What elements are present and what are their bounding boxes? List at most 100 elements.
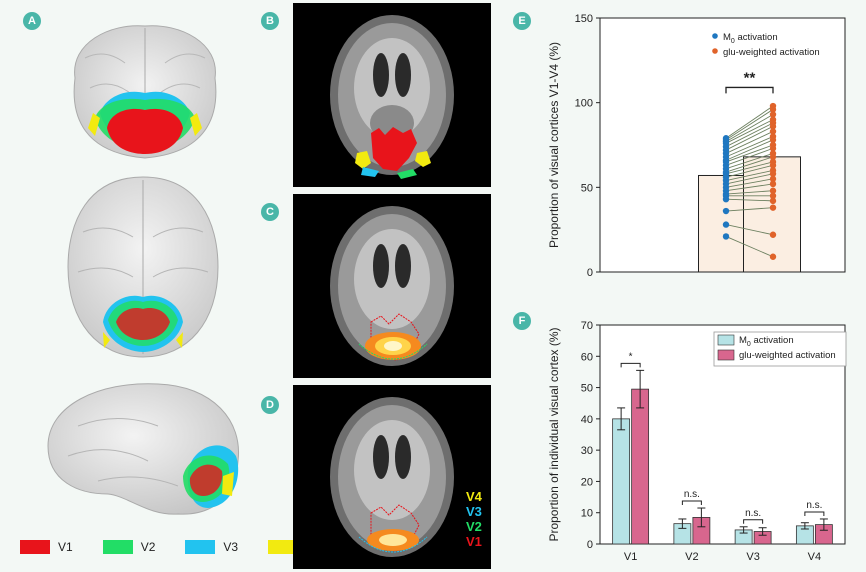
paired-line	[725, 236, 774, 258]
legend-label-1: glu-weighted activation	[723, 47, 820, 58]
legend-label-v2: V2	[140, 540, 156, 554]
paired-line	[725, 183, 774, 192]
point-glu	[769, 180, 777, 188]
point-glu	[769, 136, 777, 144]
significance-label: n.s.	[684, 489, 700, 500]
mri-slice-b	[293, 3, 491, 187]
legend-swatch-v2	[102, 540, 133, 554]
brain-lateral-view	[47, 383, 240, 515]
y-tick-label: 10	[581, 508, 593, 520]
point-glu	[769, 231, 777, 238]
paired-line	[725, 131, 774, 154]
paired-line	[725, 144, 774, 163]
y-tick-label: 50	[581, 182, 593, 194]
significance-label: *	[629, 351, 633, 362]
paired-line	[725, 169, 774, 181]
point-m0	[722, 221, 730, 228]
paired-line	[725, 173, 774, 185]
panel-label-e: E	[513, 12, 531, 30]
y-tick-label: 30	[581, 445, 593, 457]
chart-f-grouped-bar: 0 10 20 30 40 50 60 70 Proportion of individual …	[547, 320, 847, 563]
mri-slice-d	[293, 385, 491, 569]
mri-label-v4: V4	[466, 489, 482, 504]
chart-e-paired-bar: 0 50 100 150 Proportion of visual cortices V…	[547, 13, 846, 279]
y-tick-label: 0	[587, 539, 593, 551]
significance-bracket	[725, 86, 774, 94]
point-glu	[769, 187, 777, 194]
significance-bracket	[743, 519, 764, 524]
point-glu	[769, 111, 777, 118]
paired-line	[725, 161, 774, 175]
legend-box	[713, 331, 847, 367]
y-tick-label: 70	[581, 320, 593, 332]
paired-line	[725, 153, 774, 170]
point-glu	[769, 175, 777, 183]
legend-label-v3: V3	[223, 540, 239, 554]
legend-label-1: glu-weighted activation	[739, 350, 836, 361]
brain-top-view	[67, 176, 219, 358]
paired-line	[725, 207, 774, 212]
point-glu	[769, 123, 777, 130]
y-tick-label: 20	[581, 476, 593, 488]
panel-label-c: C	[261, 203, 279, 221]
panel-label-a: A	[23, 12, 41, 30]
significance-label: n.s.	[806, 500, 822, 511]
point-glu	[769, 128, 777, 135]
point-m0	[722, 207, 730, 215]
paired-line	[725, 114, 774, 143]
legend-swatch-0	[717, 334, 735, 346]
bar-V1-1	[631, 388, 650, 545]
paired-line	[725, 156, 774, 173]
point-glu	[769, 192, 777, 199]
legend-label-v1: V1	[58, 540, 73, 554]
legend-marker-0	[712, 33, 718, 39]
legend-label-0: M0 activation	[723, 32, 778, 45]
bar-V1-0	[612, 418, 631, 545]
y-tick-label: 40	[581, 414, 593, 426]
paired-line	[725, 109, 774, 141]
y-tick-label: 100	[575, 98, 593, 110]
paired-line	[725, 125, 774, 151]
paired-line	[725, 147, 774, 166]
x-tick-label: V4	[808, 551, 821, 563]
point-glu	[769, 253, 777, 260]
brain-posterior-view	[73, 25, 217, 159]
legend-marker-1	[712, 48, 718, 54]
mri-label-v1: V1	[466, 534, 482, 549]
paired-line	[725, 178, 774, 188]
point-glu	[769, 170, 777, 177]
point-glu	[769, 204, 777, 211]
paired-line	[725, 190, 774, 195]
panel-label-b: B	[261, 12, 279, 30]
point-m0	[722, 233, 730, 240]
paired-line	[725, 198, 774, 202]
point-glu	[769, 162, 777, 169]
legend-swatch-v3	[185, 540, 216, 554]
significance-bracket	[681, 500, 702, 506]
y-tick-label: 150	[575, 13, 593, 25]
x-tick-label: V2	[685, 551, 698, 563]
legend-label-0: M0 activation	[739, 335, 794, 348]
legend-swatch-v1	[20, 540, 50, 554]
paired-line	[725, 136, 774, 158]
point-glu	[769, 106, 777, 113]
mri-slice-c	[293, 194, 491, 378]
significance-label: n.s.	[745, 508, 761, 519]
significance-label: **	[744, 69, 756, 86]
paired-line	[725, 119, 774, 144]
point-glu	[769, 153, 777, 161]
legend-swatch-1	[717, 349, 735, 361]
y-tick-label: 60	[581, 351, 593, 363]
panel-label-d: D	[261, 396, 279, 414]
x-tick-label: V1	[624, 551, 637, 563]
mri-region-labels: V4 V3 V2 V1	[466, 489, 482, 549]
paired-line	[725, 122, 774, 148]
y-axis-label: Proportion of individual visual cortex (…	[547, 327, 561, 541]
significance-bracket	[620, 362, 641, 368]
point-glu	[769, 145, 777, 152]
paired-line	[725, 105, 774, 139]
significance-bracket	[804, 511, 825, 516]
point-m0	[722, 195, 730, 203]
panel-label-f: F	[513, 312, 531, 330]
legend-swatch-v4	[268, 540, 299, 554]
